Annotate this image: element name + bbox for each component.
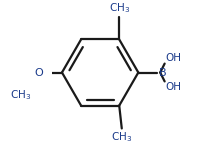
Text: B: B (159, 68, 167, 77)
Text: O: O (34, 68, 43, 77)
Text: CH$_3$: CH$_3$ (10, 88, 31, 102)
Text: OH: OH (165, 53, 181, 63)
Text: CH$_3$: CH$_3$ (111, 130, 132, 144)
Text: CH$_3$: CH$_3$ (109, 1, 130, 15)
Text: OH: OH (165, 82, 181, 92)
